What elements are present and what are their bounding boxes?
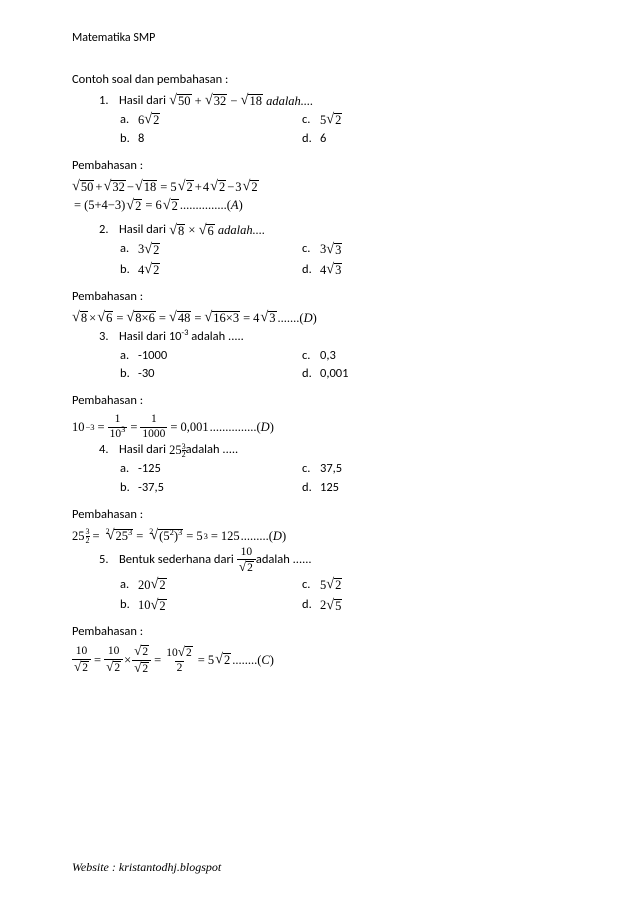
s3-label: Pembahasan :: [72, 393, 590, 410]
page-header: Matematika SMP: [72, 30, 590, 46]
q1-prefix: Hasil dari: [119, 93, 166, 110]
solution-2: √8 × √6 = √8×6 = √48 = √16×3 = 4√3 .....…: [72, 310, 590, 327]
q1-options: a. 6√2 c. 5√2 b.8 d.6: [120, 112, 590, 148]
question-3: 3. Hasil dari 10-3 adalah .....: [99, 329, 590, 346]
s5-label: Pembahasan :: [72, 624, 590, 641]
solution-1: √50 + √32 − √18 = 5√2 + 4√2 − 3√2 = (5+4…: [72, 179, 590, 215]
q3-options: a.-1000 c.0,3 b.-30 d.0,001: [120, 348, 590, 384]
q4-options: a.-125 c.37,5 b.-37,5 d.125: [120, 461, 590, 497]
s4-label: Pembahasan :: [72, 507, 590, 524]
intro-text: Contoh soal dan pembahasan :: [72, 72, 590, 89]
q1-num: 1.: [99, 93, 119, 110]
s2-label: Pembahasan :: [72, 289, 590, 306]
question-4: 4. Hasil dari 2532 adalah .....: [99, 442, 590, 459]
page-footer: Website : kristantodhj.blogspot: [72, 859, 221, 875]
solution-3: 10−3 = 1103 = 11000 = 0,001 ............…: [72, 414, 590, 440]
question-5: 5. Bentuk sederhana dari 10√2 adalah ...…: [99, 547, 590, 575]
s1-label: Pembahasan :: [72, 158, 590, 175]
q5-options: a. 20√2 c. 5√2 b. 10√2 d. 2√5: [120, 577, 590, 615]
solution-5: 10√2 = 10√2 × √2√2 = 10√22 = 5√2 .......…: [72, 645, 590, 675]
question-2: 2. Hasil dari √8 × √6 adalah....: [99, 222, 590, 239]
q2-options: a. 3√2 c. 3√3 b. 4√2 d. 4√3: [120, 241, 590, 279]
question-1: 1. Hasil dari √50 + √32 − √18 adalah....: [99, 93, 590, 110]
solution-4: 2532 = 2√253 = 2√(52)3 = 53 = 125 ......…: [72, 528, 590, 545]
